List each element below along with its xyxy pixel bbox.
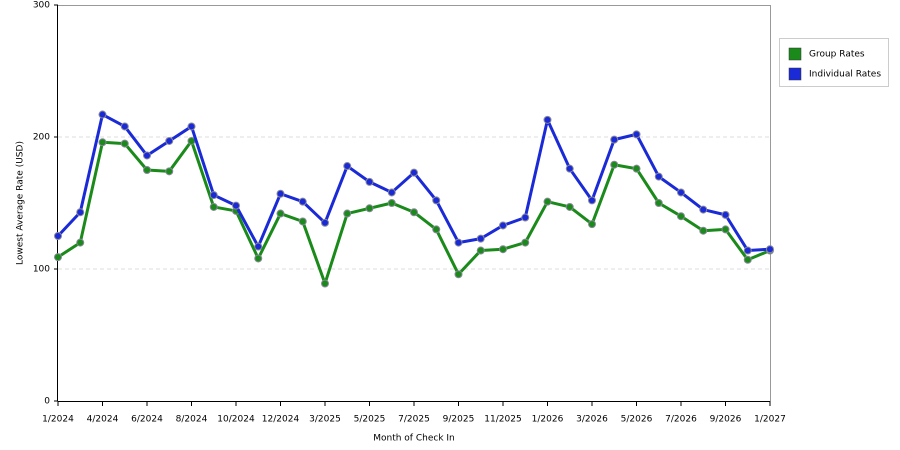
point	[699, 205, 708, 214]
x-tick-label: 3/2025	[309, 415, 341, 425]
point	[365, 177, 374, 186]
point	[120, 139, 129, 148]
point	[454, 238, 463, 247]
point	[120, 122, 129, 131]
point	[543, 197, 552, 206]
point	[632, 130, 641, 139]
point	[276, 189, 285, 198]
point	[54, 253, 62, 262]
point	[209, 191, 218, 200]
point	[98, 110, 107, 119]
x-tick-label: 1/2024	[42, 415, 74, 425]
point	[432, 225, 441, 234]
point	[165, 167, 174, 176]
point	[76, 208, 85, 217]
point	[499, 245, 507, 254]
point	[588, 220, 596, 229]
point	[543, 115, 552, 124]
x-tick-label: 9/2026	[710, 415, 742, 425]
point	[476, 246, 485, 255]
point	[321, 218, 329, 227]
point	[232, 201, 240, 210]
point	[521, 213, 530, 222]
x-tick-label: 10/2024	[217, 415, 255, 425]
point	[387, 199, 396, 207]
point	[209, 202, 218, 211]
point	[632, 164, 641, 173]
point	[565, 164, 574, 173]
point	[254, 254, 263, 263]
point	[610, 160, 619, 169]
point	[343, 162, 352, 171]
point	[276, 209, 285, 218]
x-tick-label: 5/2025	[354, 415, 386, 425]
legend-swatch	[788, 47, 802, 61]
point	[98, 138, 107, 147]
x-tick-label: 12/2024	[262, 415, 300, 425]
x-axis-title: Month of Check In	[373, 434, 455, 444]
legend-swatch	[788, 67, 802, 81]
x-tick-label: 8/2024	[176, 415, 208, 425]
point	[677, 212, 685, 221]
legend-label: Group Rates	[809, 50, 865, 60]
point	[298, 197, 307, 206]
point	[410, 208, 418, 217]
point	[521, 238, 530, 247]
point	[387, 188, 396, 197]
point	[54, 232, 62, 240]
point	[432, 196, 441, 205]
point	[143, 151, 151, 160]
x-tick-label: 6/2024	[131, 415, 163, 425]
point	[565, 202, 574, 211]
x-tick-label: 5/2026	[621, 415, 653, 425]
point	[499, 221, 507, 230]
x-tick-label: 11/2025	[484, 415, 521, 425]
point	[476, 234, 485, 243]
legend-label: Individual Rates	[809, 70, 881, 80]
point	[298, 217, 307, 226]
point	[254, 242, 263, 251]
point	[410, 168, 418, 177]
point	[343, 209, 352, 218]
x-tick-label: 4/2024	[87, 415, 119, 425]
point	[365, 204, 374, 213]
point	[743, 255, 752, 264]
point	[588, 196, 596, 205]
point	[454, 270, 463, 279]
x-tick-label: 3/2026	[576, 415, 608, 425]
point	[165, 136, 174, 145]
point	[721, 210, 730, 219]
point	[321, 279, 329, 288]
y-tick-label: 300	[33, 1, 50, 11]
point	[76, 238, 85, 247]
point	[610, 135, 619, 144]
x-tick-label: 9/2025	[443, 415, 475, 425]
x-tick-label: 7/2026	[665, 415, 697, 425]
y-tick-label: 200	[33, 133, 50, 143]
point	[699, 226, 708, 235]
point	[743, 246, 752, 255]
y-tick-label: 100	[33, 265, 50, 275]
y-tick-label: 0	[44, 397, 50, 407]
point	[143, 166, 151, 174]
point	[654, 199, 663, 207]
x-tick-label: 1/2026	[532, 415, 564, 425]
point	[187, 122, 196, 131]
series-line	[56, 113, 771, 253]
point	[654, 172, 663, 181]
x-tick-label: 1/2027	[754, 415, 786, 425]
y-axis-title: Lowest Average Rate (USD)	[16, 141, 26, 265]
point	[721, 225, 730, 234]
point	[766, 245, 774, 254]
point	[677, 188, 685, 197]
x-tick-label: 7/2025	[398, 415, 430, 425]
